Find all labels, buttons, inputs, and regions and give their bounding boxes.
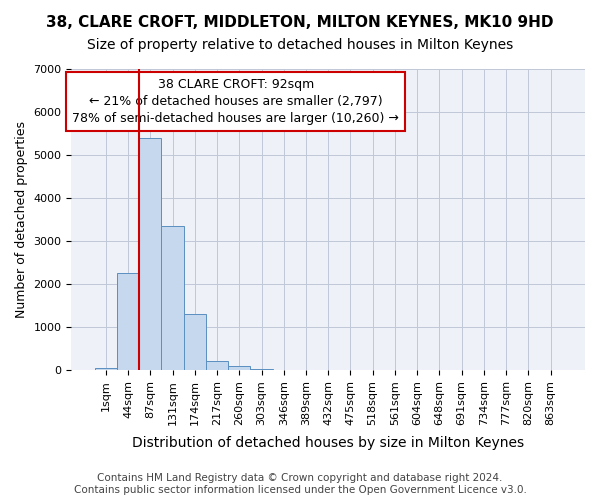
Bar <box>139 138 161 370</box>
Bar <box>95 368 117 370</box>
Bar <box>228 366 250 370</box>
Text: Contains HM Land Registry data © Crown copyright and database right 2024.
Contai: Contains HM Land Registry data © Crown c… <box>74 474 526 495</box>
Text: 38 CLARE CROFT: 92sqm
← 21% of detached houses are smaller (2,797)
78% of semi-d: 38 CLARE CROFT: 92sqm ← 21% of detached … <box>73 78 399 125</box>
Y-axis label: Number of detached properties: Number of detached properties <box>15 121 28 318</box>
Bar <box>250 369 272 370</box>
Text: Size of property relative to detached houses in Milton Keynes: Size of property relative to detached ho… <box>87 38 513 52</box>
Bar <box>184 314 206 370</box>
Bar <box>117 274 139 370</box>
X-axis label: Distribution of detached houses by size in Milton Keynes: Distribution of detached houses by size … <box>132 436 524 450</box>
Text: 38, CLARE CROFT, MIDDLETON, MILTON KEYNES, MK10 9HD: 38, CLARE CROFT, MIDDLETON, MILTON KEYNE… <box>46 15 554 30</box>
Bar <box>161 226 184 370</box>
Bar <box>206 362 228 370</box>
